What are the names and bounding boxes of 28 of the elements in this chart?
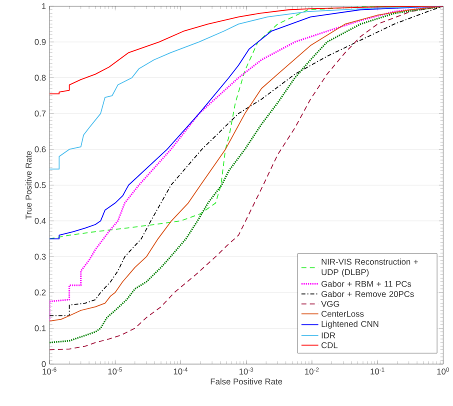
x-tick-label: 10$^{-6}$ [42, 368, 56, 375]
legend-label: VGG [321, 301, 340, 308]
y-tick-label: 0.5 [34, 182, 46, 188]
legend-label: Lightened CNN [322, 320, 378, 329]
x-tick-label: 10$^{-2}$ [305, 368, 319, 375]
x-axis-title: False Positive Rate [210, 378, 282, 385]
y-axis-title: True Positive Rate [25, 151, 32, 220]
y-tick-label: 0.4 [34, 218, 46, 224]
x-tick-label: 10$^{-5}$ [108, 368, 122, 375]
legend-label: NIR-VIS Reconstruction + UDP (DLBP) [322, 258, 418, 277]
legend-label: Gabor + RBM + 11 PCs [321, 280, 412, 288]
legend-label: CDL [322, 342, 338, 348]
y-tick-label: 0.9 [34, 39, 46, 46]
y-tick-label: 0.6 [34, 146, 46, 152]
x-tick-label: 10$^{-1}$ [370, 368, 384, 375]
legend-label: IDR [322, 332, 336, 338]
y-tick-label: 0 [42, 361, 46, 368]
legend-label: CenterLoss [322, 311, 364, 317]
y-tick-label: 1 [42, 3, 46, 10]
y-tick-label: 0.7 [34, 110, 46, 117]
x-tick-label: 10$^{0}$ [437, 368, 449, 375]
y-tick-label: 0.1 [34, 325, 46, 332]
y-tick-label: 0.3 [34, 254, 46, 260]
y-tick-label: 0.8 [34, 74, 46, 81]
legend-label: Gabor + Remove 20PCs [321, 290, 414, 298]
x-tick-label: 10$^{-4}$ [174, 368, 188, 375]
y-tick-label: 0.2 [34, 290, 46, 296]
x-tick-label: 10$^{-3}$ [239, 368, 254, 375]
